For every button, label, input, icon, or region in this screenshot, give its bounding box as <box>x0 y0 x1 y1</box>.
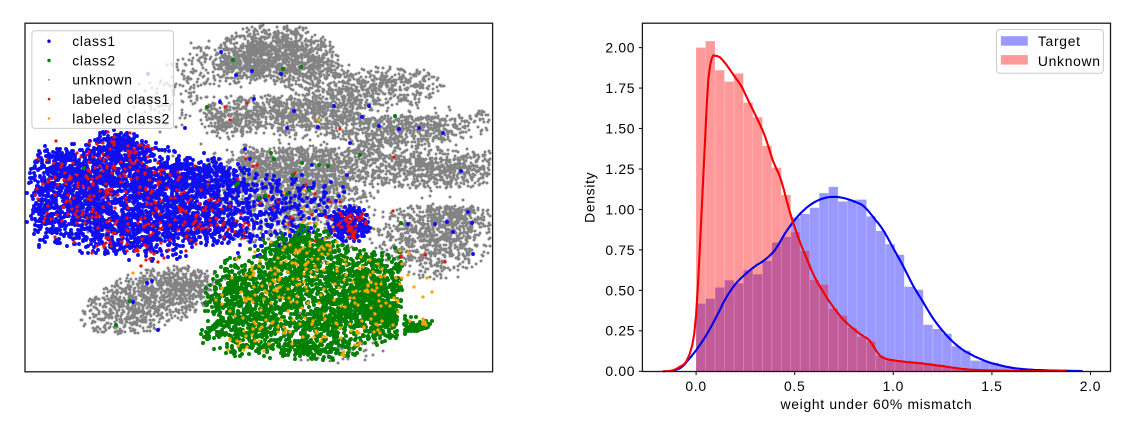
svg-text:class1: class1 <box>72 33 116 49</box>
svg-text:1.0: 1.0 <box>883 378 904 394</box>
svg-text:0.0: 0.0 <box>685 378 706 394</box>
svg-text:class2: class2 <box>72 52 116 68</box>
svg-text:0.5: 0.5 <box>784 378 805 394</box>
svg-text:unknown: unknown <box>72 72 133 88</box>
svg-text:2.00: 2.00 <box>605 40 635 56</box>
svg-text:1.5: 1.5 <box>981 378 1002 394</box>
svg-text:0.75: 0.75 <box>605 242 635 258</box>
svg-text:0.25: 0.25 <box>605 323 635 339</box>
svg-text:1.75: 1.75 <box>605 80 635 96</box>
svg-text:labeled class1: labeled class1 <box>72 91 170 107</box>
svg-text:labeled class2: labeled class2 <box>72 110 170 126</box>
svg-text:Density: Density <box>582 172 598 223</box>
svg-text:2.0: 2.0 <box>1080 378 1101 394</box>
svg-text:1.50: 1.50 <box>605 120 635 136</box>
svg-text:1.00: 1.00 <box>605 201 635 217</box>
svg-text:Target: Target <box>1038 33 1081 49</box>
svg-text:1.25: 1.25 <box>605 161 635 177</box>
svg-text:0.00: 0.00 <box>605 363 635 379</box>
svg-text:Unknown: Unknown <box>1038 53 1101 69</box>
svg-text:weight under 60% mismatch: weight under 60% mismatch <box>780 396 973 412</box>
svg-text:0.50: 0.50 <box>605 282 635 298</box>
